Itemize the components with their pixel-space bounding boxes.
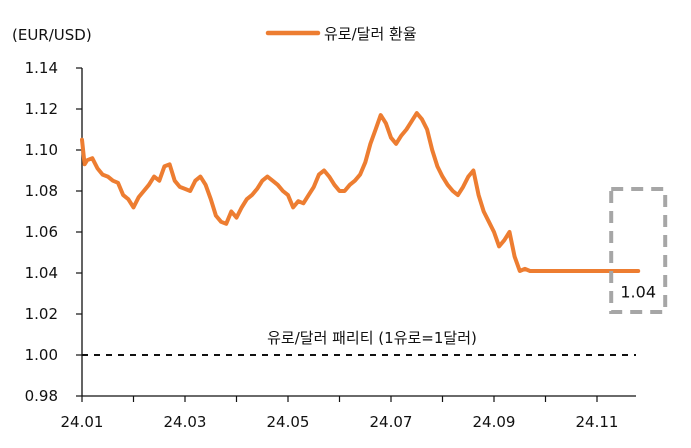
- highlight-label: 1.04: [620, 283, 656, 302]
- legend-label: 유로/달러 환율: [324, 25, 417, 43]
- x-tick-label: 24.11: [576, 413, 619, 431]
- x-axis: 24.01 24.03 24.05 24.07 24.09 24.11: [61, 395, 636, 431]
- y-tick-label: 1.02: [25, 305, 58, 323]
- x-tick-label: 24.07: [370, 413, 413, 431]
- y-unit-label: (EUR/USD): [12, 26, 92, 44]
- y-axis: 0.98 1.00 1.02 1.04 1.06 1.08 1.10 1.12 1.14: [25, 59, 83, 405]
- y-tick-label: 0.98: [25, 387, 58, 405]
- y-tick-label: 1.08: [25, 182, 58, 200]
- y-tick-label: 1.10: [25, 141, 58, 159]
- x-tick-label: 24.01: [61, 413, 104, 431]
- y-tick-label: 1.04: [25, 264, 58, 282]
- y-tick-label: 1.14: [25, 59, 58, 77]
- parity-label: 유로/달러 패리티 (1유로=1달러): [267, 329, 477, 347]
- series-line-eurusd: [80, 111, 641, 273]
- x-tick-label: 24.05: [267, 413, 310, 431]
- x-tick-label: 24.03: [164, 413, 207, 431]
- x-tick-label: 24.09: [473, 413, 516, 431]
- legend: 유로/달러 환율: [265, 25, 417, 43]
- y-tick-label: 1.12: [25, 100, 58, 118]
- highlight-box: [609, 186, 668, 314]
- y-tick-label: 1.06: [25, 223, 58, 241]
- y-tick-label: 1.00: [25, 346, 58, 364]
